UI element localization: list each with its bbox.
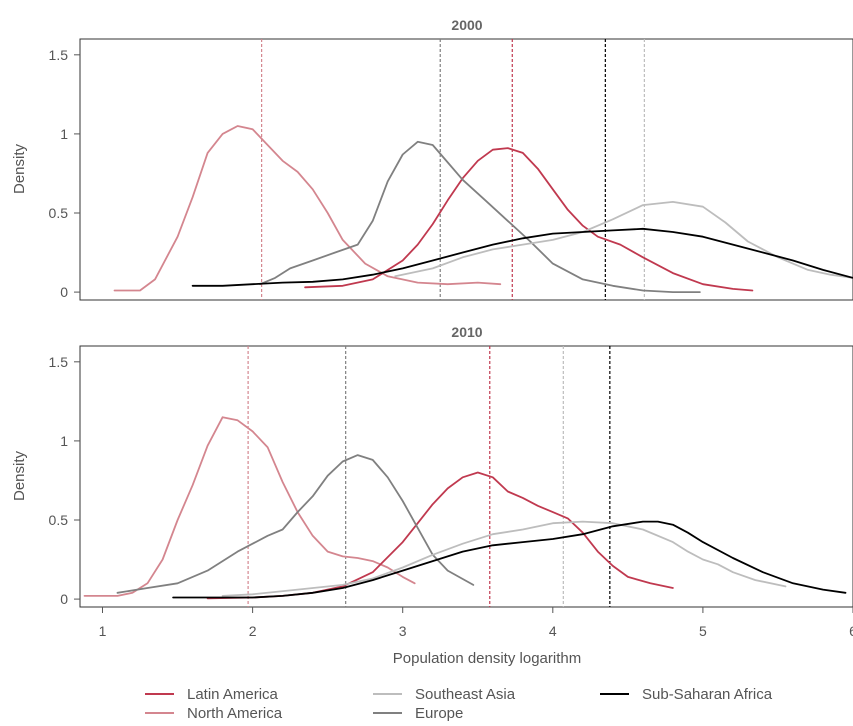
panel-2010: 2010 0 0.5 1 1.5: [49, 324, 853, 608]
series-line-latin-america: [206, 471, 674, 600]
y-axis: 0 0.5 1 1.5: [49, 354, 80, 607]
y-tick-label: 1.5: [49, 47, 69, 63]
mean-lines: [261, 39, 645, 300]
y-axis-title: Density: [11, 143, 28, 194]
y-tick-label: 0: [60, 284, 68, 300]
mean-lines: [247, 346, 611, 607]
y-tick-label: 0.5: [49, 512, 69, 528]
series-line-north-america: [113, 125, 502, 292]
x-tick-label: 3: [399, 623, 407, 639]
density-curves: [113, 125, 853, 294]
legend-label: Europe: [415, 705, 463, 722]
series-line-latin-america: [304, 147, 754, 292]
legend-item-europe: Europe: [373, 705, 463, 722]
x-tick-label: 2: [249, 623, 257, 639]
series-line-southeast-asia: [394, 200, 853, 279]
x-tick-label: 5: [699, 623, 707, 639]
panel-frame: [79, 38, 853, 301]
series-line-sub-saharan-africa: [172, 520, 847, 599]
series-line-southeast-asia: [221, 520, 787, 597]
series-line-europe: [259, 140, 701, 294]
legend-label: Southeast Asia: [415, 686, 516, 703]
panel-2000: 2000 0 0.5 1 1.5: [49, 17, 853, 301]
legend-label: North America: [187, 705, 283, 722]
panel-title: 2010: [451, 324, 482, 340]
legend-item-latin-america: Latin America: [145, 686, 279, 703]
y-tick-label: 1.5: [49, 354, 69, 370]
x-tick-label: 4: [549, 623, 557, 639]
legend-label: Sub-Saharan Africa: [642, 686, 773, 703]
legend-item-southeast-asia: Southeast Asia: [373, 686, 516, 703]
panel-title: 2000: [451, 17, 482, 33]
series-line-north-america: [83, 416, 416, 597]
density-curves: [83, 416, 847, 600]
series-line-europe: [116, 454, 475, 594]
series-line-sub-saharan-africa: [191, 227, 853, 287]
legend-item-north-america: North America: [145, 705, 283, 722]
y-axis-title: Density: [11, 450, 28, 501]
panel-frame: [79, 345, 853, 608]
y-axis: 0 0.5 1 1.5: [49, 47, 80, 300]
x-tick-label: 1: [99, 623, 107, 639]
legend: Latin America Southeast Asia Sub-Saharan A…: [145, 686, 773, 722]
x-tick-label: 6: [849, 623, 853, 639]
x-axis-title: Population density logarithm: [393, 650, 581, 667]
legend-label: Latin America: [187, 686, 279, 703]
y-tick-label: 1: [60, 433, 68, 449]
y-tick-label: 0.5: [49, 205, 69, 221]
y-tick-label: 0: [60, 591, 68, 607]
x-axis: 1 2 3 4 5 6: [99, 607, 853, 639]
legend-item-sub-saharan-africa: Sub-Saharan Africa: [600, 686, 773, 703]
y-tick-label: 1: [60, 126, 68, 142]
